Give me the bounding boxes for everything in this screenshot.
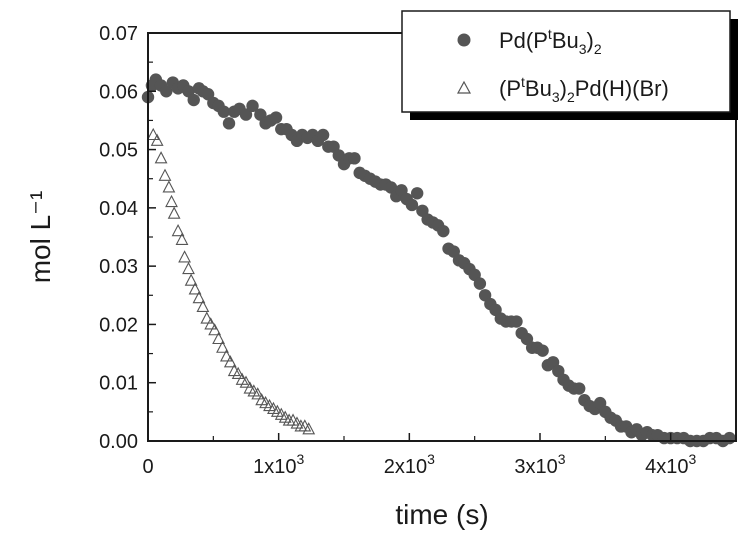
data-point-series-2 bbox=[171, 223, 185, 237]
data-point-series-1 bbox=[405, 198, 419, 212]
x-tick-label: 1x103 bbox=[253, 451, 304, 478]
data-point-series-2 bbox=[178, 250, 191, 263]
legend-marker-circle bbox=[457, 33, 471, 47]
y-tick-label: 0.03 bbox=[99, 256, 138, 278]
data-point-series-2 bbox=[165, 194, 178, 208]
legend: Pd(PtBu3)2 (PtBu3)2Pd(H)(Br) bbox=[401, 10, 738, 120]
data-point-series-2 bbox=[158, 168, 172, 181]
data-point-series-2 bbox=[167, 206, 181, 219]
data-point-series-2 bbox=[150, 133, 164, 146]
data-point-series-2 bbox=[162, 180, 176, 193]
data-point-series-1 bbox=[348, 152, 361, 165]
data-point-series-1 bbox=[269, 111, 283, 124]
data-point-series-2 bbox=[219, 349, 233, 362]
y-tick-label: 0.01 bbox=[99, 373, 138, 395]
legend-marker-triangle bbox=[456, 80, 472, 94]
data-point-series-1 bbox=[217, 105, 230, 118]
y-tick-label: 0.06 bbox=[99, 81, 138, 103]
data-point-series-1 bbox=[410, 187, 424, 200]
data-point-series-1 bbox=[573, 382, 586, 395]
data-point-series-1 bbox=[536, 344, 549, 357]
data-point-series-2 bbox=[223, 355, 237, 368]
data-point-series-2 bbox=[302, 422, 316, 435]
x-tick-label: 2x103 bbox=[384, 451, 435, 478]
x-tick-label: 0 bbox=[142, 456, 153, 478]
data-point-series-2 bbox=[188, 282, 202, 295]
data-point-series-2 bbox=[192, 291, 206, 304]
y-tick-label: 0.04 bbox=[99, 198, 138, 220]
data-point-series-1 bbox=[437, 224, 450, 238]
y-tick-label: 0.05 bbox=[99, 140, 138, 162]
data-point-series-1 bbox=[510, 315, 523, 328]
data-point-series-1 bbox=[246, 99, 259, 113]
y-axis-label: mol L⁻¹ bbox=[25, 191, 56, 284]
data-point-series-2 bbox=[182, 261, 195, 275]
data-point-series-1 bbox=[473, 277, 487, 290]
data-point-series-2 bbox=[208, 323, 222, 336]
data-point-series-2 bbox=[251, 387, 265, 400]
data-point-series-1 bbox=[187, 93, 200, 107]
data-point-series-2 bbox=[154, 151, 168, 164]
data-point-series-2 bbox=[231, 366, 245, 380]
data-point-series-2 bbox=[200, 311, 214, 324]
axis-ticks: 0.00 0.01 0.02 0.03 0.04 0.05 0.06 0.07 0 1x103 2x… bbox=[99, 23, 696, 478]
data-point-series-2 bbox=[216, 340, 229, 353]
x-tick-label: 3x103 bbox=[514, 451, 565, 478]
y-tick-label: 0.00 bbox=[99, 431, 138, 453]
data-point-series-1 bbox=[316, 128, 330, 142]
legend-label-series-2: (PtBu3)2Pd(H)(Br) bbox=[499, 74, 669, 105]
data-point-series-2 bbox=[239, 375, 253, 388]
legend-box bbox=[401, 10, 731, 113]
x-axis-label: time (s) bbox=[395, 499, 488, 530]
data-point-series-2 bbox=[175, 232, 189, 245]
data-marks bbox=[141, 73, 736, 448]
data-point-series-1 bbox=[723, 431, 736, 445]
data-point-series-2 bbox=[146, 127, 160, 141]
data-point-series-1 bbox=[239, 108, 253, 121]
data-point-series-1 bbox=[222, 117, 236, 130]
data-point-series-2 bbox=[212, 331, 225, 345]
data-point-series-1 bbox=[160, 85, 173, 98]
data-point-series-2 bbox=[204, 317, 218, 330]
y-tick-label: 0.07 bbox=[99, 23, 138, 45]
y-tick-label: 0.02 bbox=[99, 314, 138, 336]
data-point-series-2 bbox=[184, 273, 198, 286]
data-point-series-2 bbox=[196, 299, 210, 312]
x-tick-label: 4x103 bbox=[645, 451, 696, 478]
